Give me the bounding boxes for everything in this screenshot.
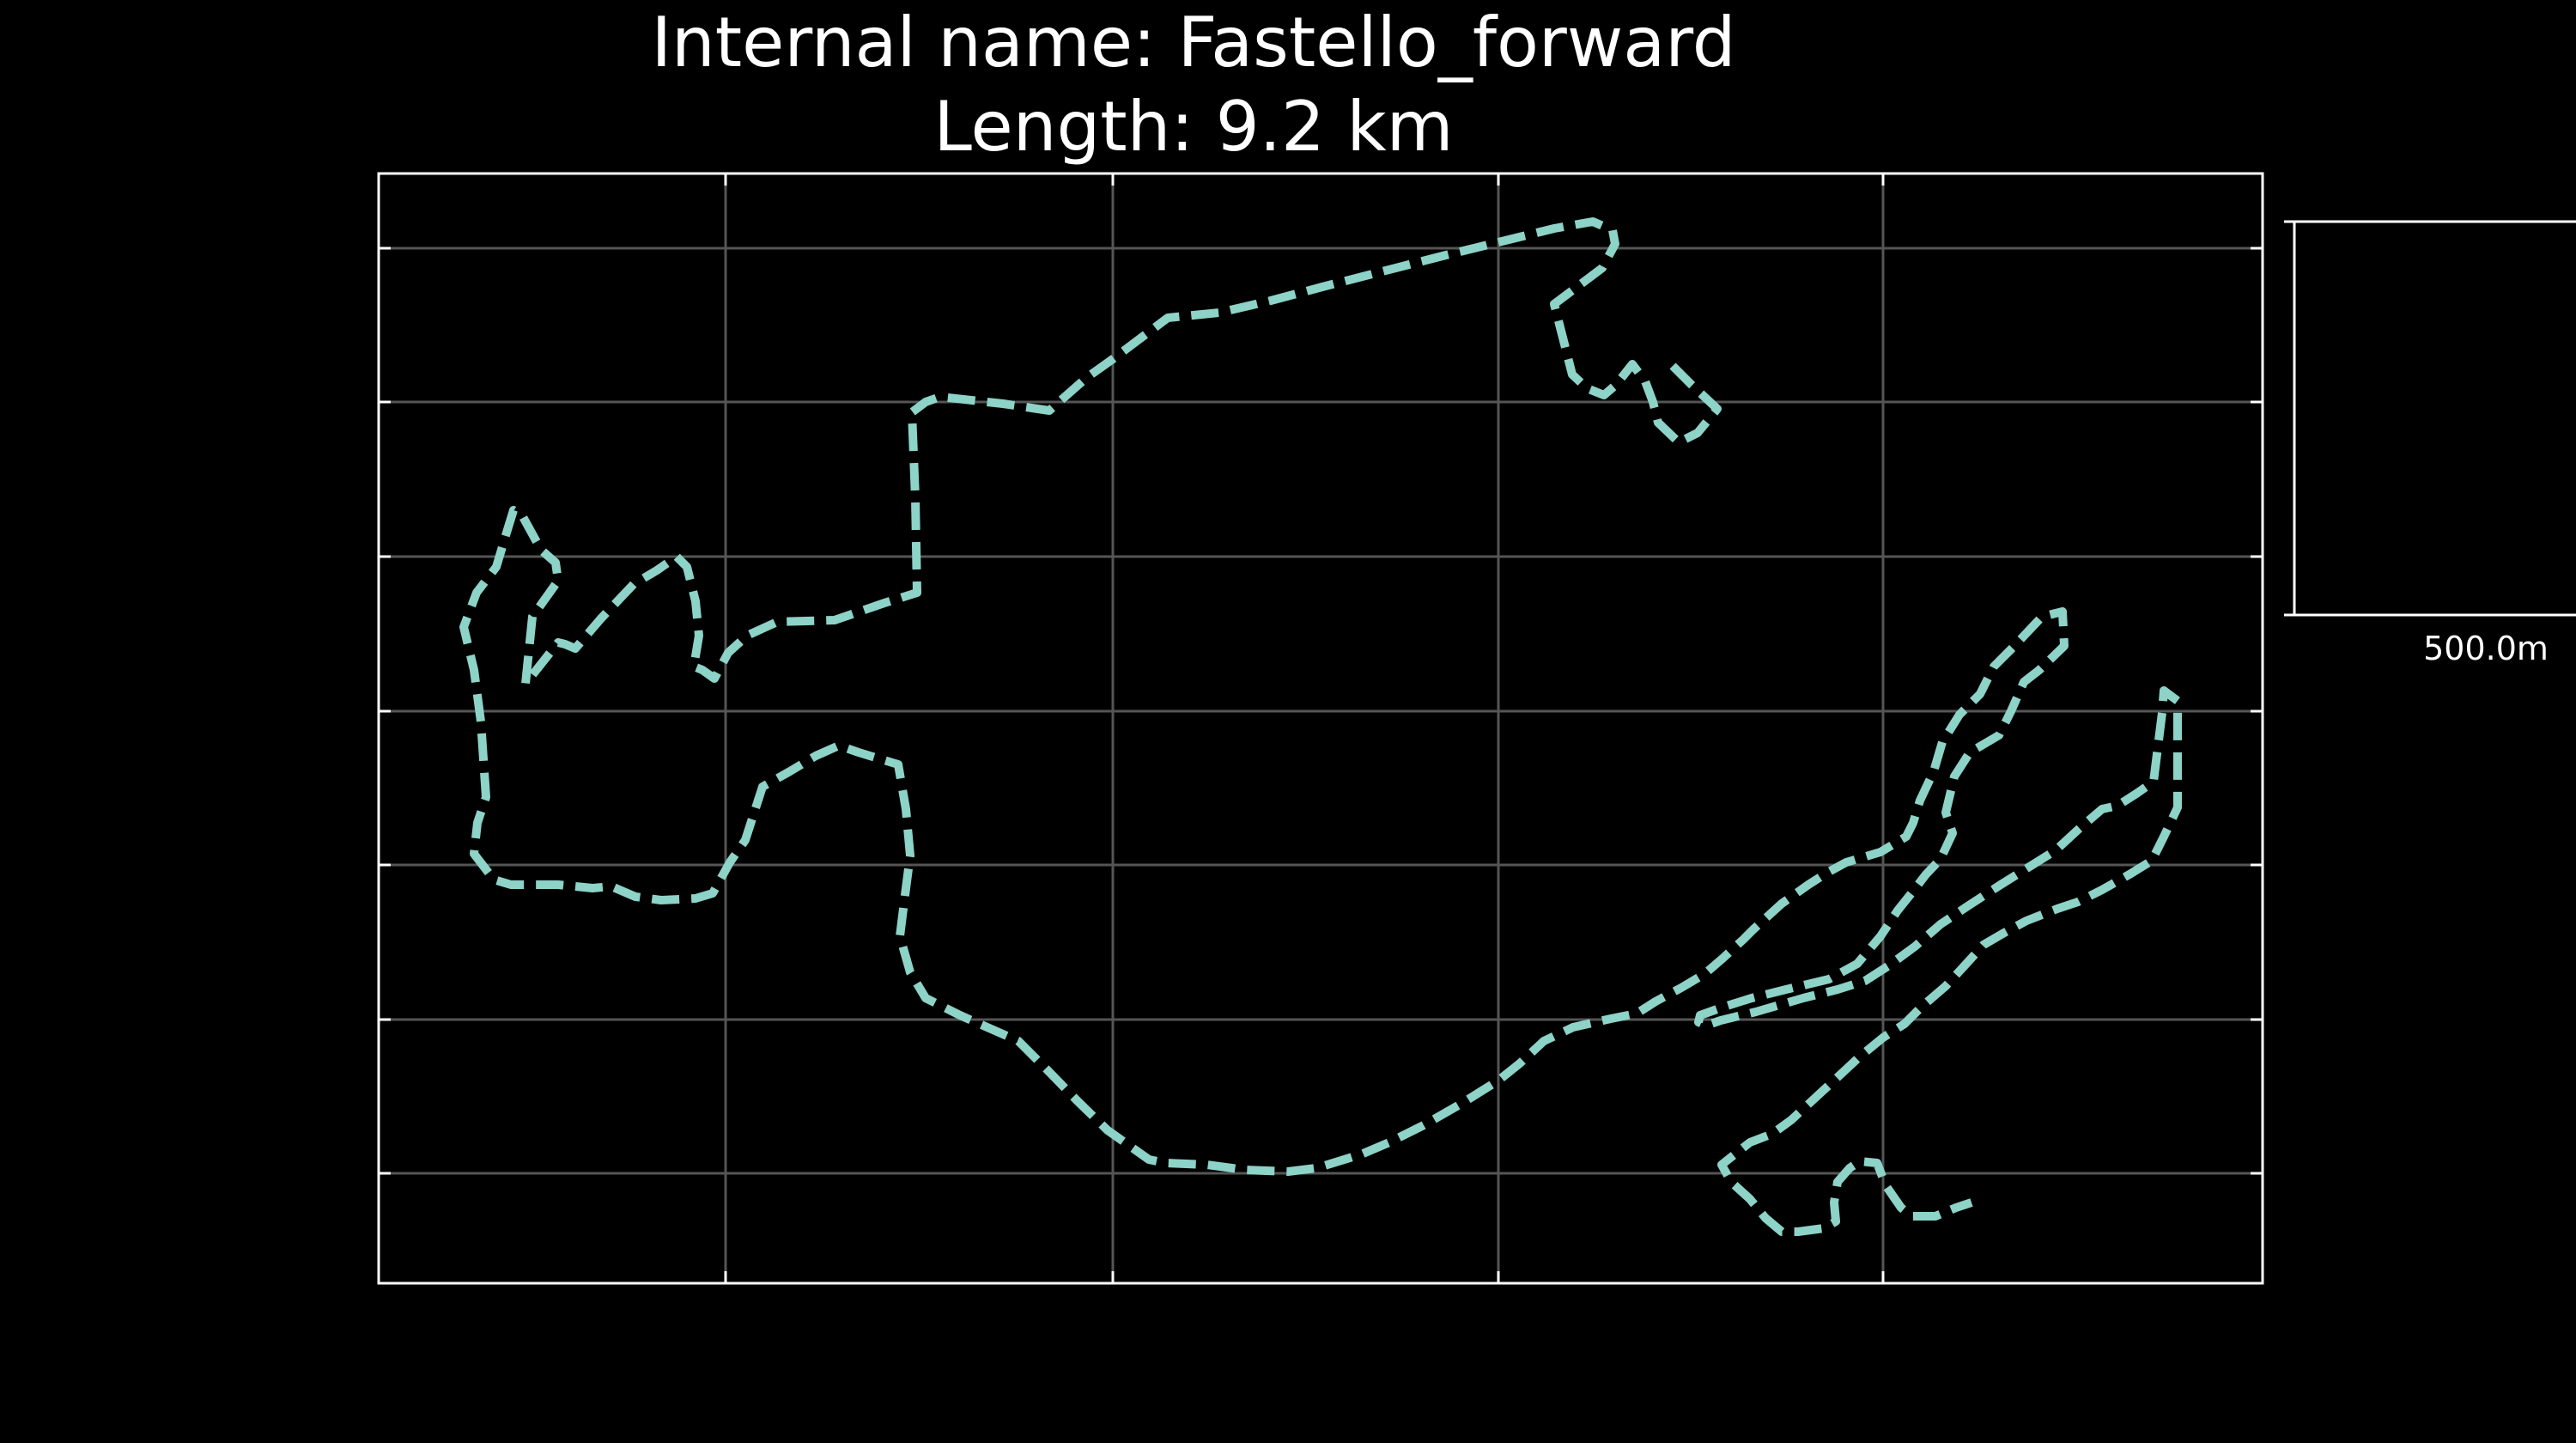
scale-bar-label: 500.0m	[2423, 630, 2549, 667]
axis-ticks	[379, 174, 2263, 1283]
track-name-title: Internal name: Fastello_forward	[651, 3, 1736, 82]
track-length-title: Length: 9.2 km	[933, 87, 1454, 167]
track-path	[459, 217, 2182, 1236]
plot-frame	[377, 172, 2264, 1285]
scale-bar	[2284, 220, 2576, 617]
grid-lines	[379, 174, 2263, 1283]
